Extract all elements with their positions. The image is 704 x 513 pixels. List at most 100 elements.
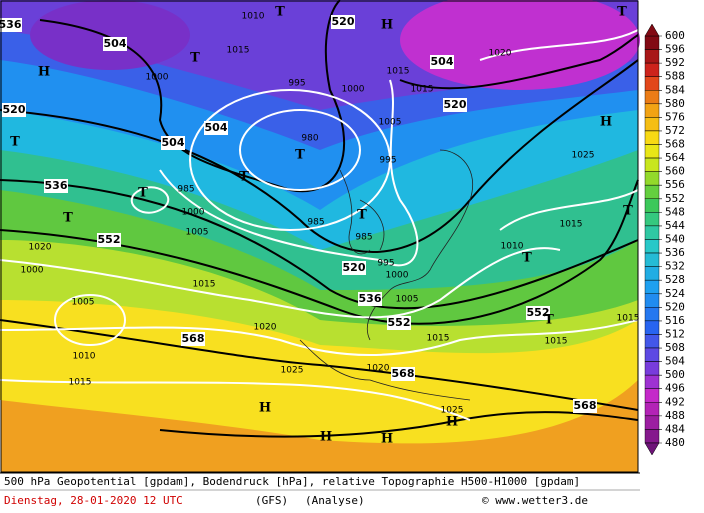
pressure-label: 980 (301, 134, 318, 144)
pressure-label: 1010 (242, 12, 265, 22)
colorbar-swatch (644, 185, 660, 200)
pressure-label: 1005 (396, 295, 419, 305)
pressure-label: 995 (377, 259, 394, 269)
pressure-label: 1015 (411, 85, 434, 95)
footer-run: (Analyse) (305, 494, 365, 507)
colorbar-tick-label: 568 (665, 138, 685, 151)
geopotential-label: 536 (0, 18, 22, 31)
geopotential-label: 520 (343, 261, 366, 274)
colorbar-swatch (644, 49, 660, 64)
footer-date: Dienstag, 28-01-2020 12 UTC (4, 494, 183, 507)
colorbar-tick-label: 500 (665, 368, 685, 381)
colorbar-tick-label: 532 (665, 260, 685, 273)
colorbar-tick-label: 480 (665, 436, 685, 449)
pressure-label: 1020 (489, 49, 512, 59)
pressure-label: 1010 (501, 242, 524, 252)
colorbar-swatch (644, 212, 660, 227)
colorbar-arrow (644, 23, 660, 37)
map-band (30, 0, 190, 70)
label-box (342, 261, 366, 275)
pressure-center: T (190, 51, 200, 66)
pressure-label: 1000 (182, 208, 205, 218)
colorbar-swatch (644, 293, 660, 308)
colorbar-swatch (644, 35, 660, 50)
pressure-label: 1005 (72, 298, 95, 308)
map-labels: 536 504 520 504 520 520 504 504 536 552 520 536 552 5… (0, 5, 639, 447)
label-box (181, 332, 205, 346)
colorbar-tick-label: 580 (665, 97, 685, 110)
colorbar-swatch (644, 117, 660, 132)
label-box (526, 306, 550, 320)
colorbar-tick-label: 588 (665, 70, 685, 83)
pressure-label: 1015 (69, 378, 92, 388)
label-box (358, 292, 382, 306)
label-box (2, 103, 26, 117)
geopotential-label: 520 (444, 98, 467, 111)
colorbar-swatch (644, 62, 660, 77)
colorbar-tick-label: 560 (665, 165, 685, 178)
colorbar-swatch (644, 130, 660, 145)
coastlines (299, 149, 473, 401)
colorbar-tick-label: 552 (665, 192, 685, 205)
colorbar-tick-label: 512 (665, 327, 685, 340)
geopotential-label: 536 (359, 292, 382, 305)
colorbar: 6005965925885845805765725685645605565525… (644, 23, 685, 456)
colorbar-tick-label: 520 (665, 300, 685, 313)
pressure-label: 1025 (441, 406, 464, 416)
colorbar-swatch (644, 252, 660, 267)
geopotential-label: 552 (98, 233, 121, 246)
colorbar-swatch (644, 157, 660, 172)
colorbar-swatch (644, 388, 660, 403)
pressure-center: T (522, 251, 532, 266)
colorbar-swatch (644, 320, 660, 335)
geopotential-label: 520 (3, 103, 26, 116)
colorbar-tick-label: 564 (665, 151, 685, 164)
pressure-label: 1015 (387, 67, 410, 77)
geopotential-label: 552 (388, 316, 411, 329)
colorbar-swatch (644, 225, 660, 240)
colorbar-swatch (644, 347, 660, 362)
pressure-center: T (617, 5, 627, 20)
pressure-center: T (623, 204, 633, 219)
pressure-label: 1015 (560, 220, 583, 230)
colorbar-tick-label: 488 (665, 409, 685, 422)
geopotential-label: 568 (392, 367, 415, 380)
colorbar-tick-label: 592 (665, 56, 685, 69)
colorbar-swatch (644, 334, 660, 349)
geopotential-label: 504 (431, 55, 454, 68)
colorbar-arrow (644, 442, 660, 456)
pressure-label: 1000 (386, 271, 409, 281)
pressure-label: 1025 (281, 366, 304, 376)
pressure-center: H (381, 18, 393, 33)
pressure-label: 1020 (29, 243, 52, 253)
colorbar-swatch (644, 415, 660, 430)
pressure-label: 1010 (73, 352, 96, 362)
geopotential-label: 504 (162, 136, 185, 149)
pressure-label: 995 (379, 156, 396, 166)
colorbar-tick-label: 556 (665, 178, 685, 191)
pressure-label: 1000 (342, 85, 365, 95)
pressure-center: T (544, 313, 554, 328)
label-box (103, 37, 127, 51)
label-box (387, 316, 411, 330)
geopotential-label: 504 (104, 37, 127, 50)
geopotential-label: 552 (527, 306, 550, 319)
label-box (204, 121, 228, 135)
pressure-label: 1005 (186, 228, 209, 238)
colorbar-tick-label: 516 (665, 314, 685, 327)
pressure-center: T (239, 170, 249, 185)
colorbar-tick-label: 528 (665, 273, 685, 286)
colorbar-swatch (644, 307, 660, 322)
pressure-center: H (381, 432, 393, 447)
label-box (430, 55, 454, 69)
colorbar-swatch (644, 266, 660, 281)
colorbar-swatch (644, 198, 660, 213)
colorbar-swatch (644, 90, 660, 105)
colorbar-tick-label: 540 (665, 233, 685, 246)
pressure-label: 985 (355, 233, 372, 243)
pressure-center: T (275, 5, 285, 20)
pressure-label: 1015 (227, 46, 250, 56)
pressure-label: 1005 (379, 118, 402, 128)
colorbar-tick-label: 504 (665, 355, 685, 368)
